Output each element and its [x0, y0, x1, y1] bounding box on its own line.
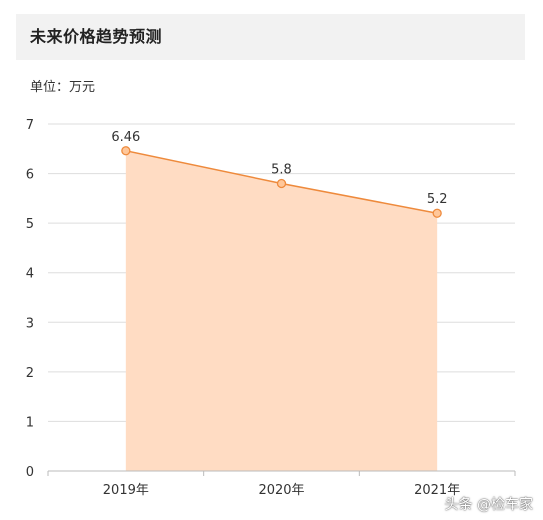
y-tick-label: 2 — [26, 366, 34, 381]
chart-panel-header: 未来价格趋势预测 — [16, 14, 525, 60]
y-tick-label: 5 — [26, 217, 34, 232]
y-tick-label: 6 — [26, 168, 34, 183]
y-tick-label: 3 — [26, 316, 34, 331]
x-tick-label: 2020年 — [258, 483, 304, 498]
data-point — [276, 178, 287, 189]
chart-title: 未来价格趋势预测 — [30, 27, 163, 46]
data-label: 5.8 — [271, 162, 292, 177]
y-tick-label: 1 — [26, 415, 34, 430]
series-area — [125, 150, 438, 472]
y-tick-label: 7 — [26, 118, 34, 133]
data-label: 5.2 — [427, 192, 448, 207]
data-label: 6.46 — [111, 130, 140, 145]
x-tick-label: 2019年 — [103, 483, 149, 498]
y-tick-label: 0 — [26, 465, 34, 480]
y-tick-label: 4 — [26, 267, 34, 282]
watermark: 头条 @检车家 — [444, 497, 533, 513]
unit-label: 单位：万元 — [30, 80, 96, 95]
data-point — [432, 208, 442, 218]
x-tick-label: 2021年 — [414, 483, 460, 498]
data-point — [121, 146, 131, 156]
